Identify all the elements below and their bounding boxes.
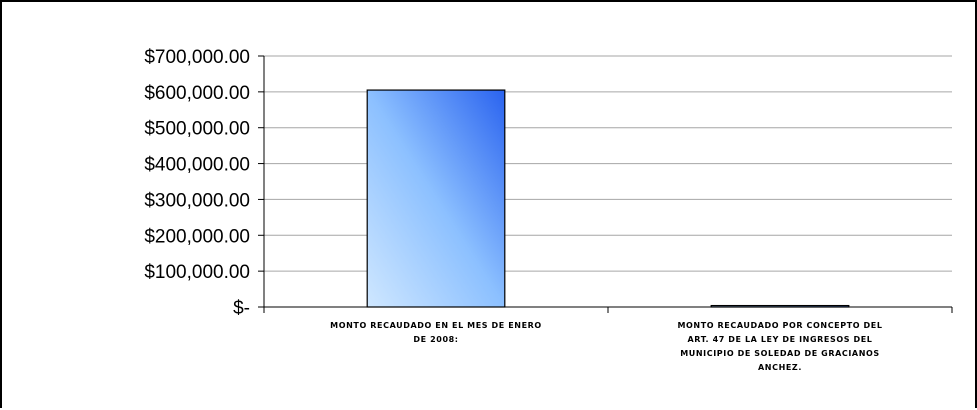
- bar-2: [710, 304, 850, 308]
- y-tick-label: $400,000.00: [144, 155, 250, 176]
- y-tick-label: $500,000.00: [144, 119, 250, 140]
- y-tick-label: $700,000.00: [144, 47, 250, 68]
- y-tick-label: $-: [233, 298, 250, 319]
- y-tick-label: $600,000.00: [144, 83, 250, 104]
- bar-1: [366, 89, 506, 308]
- x-category-label: MONTO RECAUDADO EN EL MES DE ENERO DE 200…: [330, 321, 542, 344]
- y-tick-label: $100,000.00: [144, 262, 250, 283]
- y-tick-label: $200,000.00: [144, 226, 250, 247]
- y-tick-label: $300,000.00: [144, 190, 250, 211]
- axes: [258, 55, 953, 313]
- bars: [366, 89, 850, 308]
- x-category-label: MONTO RECAUDADO POR CONCEPTO DEL ART. 47 …: [677, 321, 882, 372]
- x-category-labels: MONTO RECAUDADO EN EL MES DE ENERO DE 200…: [330, 321, 882, 372]
- y-tick-labels: $- $100,000.00 $200,000.00 $300,000.00 $400,…: [144, 47, 250, 319]
